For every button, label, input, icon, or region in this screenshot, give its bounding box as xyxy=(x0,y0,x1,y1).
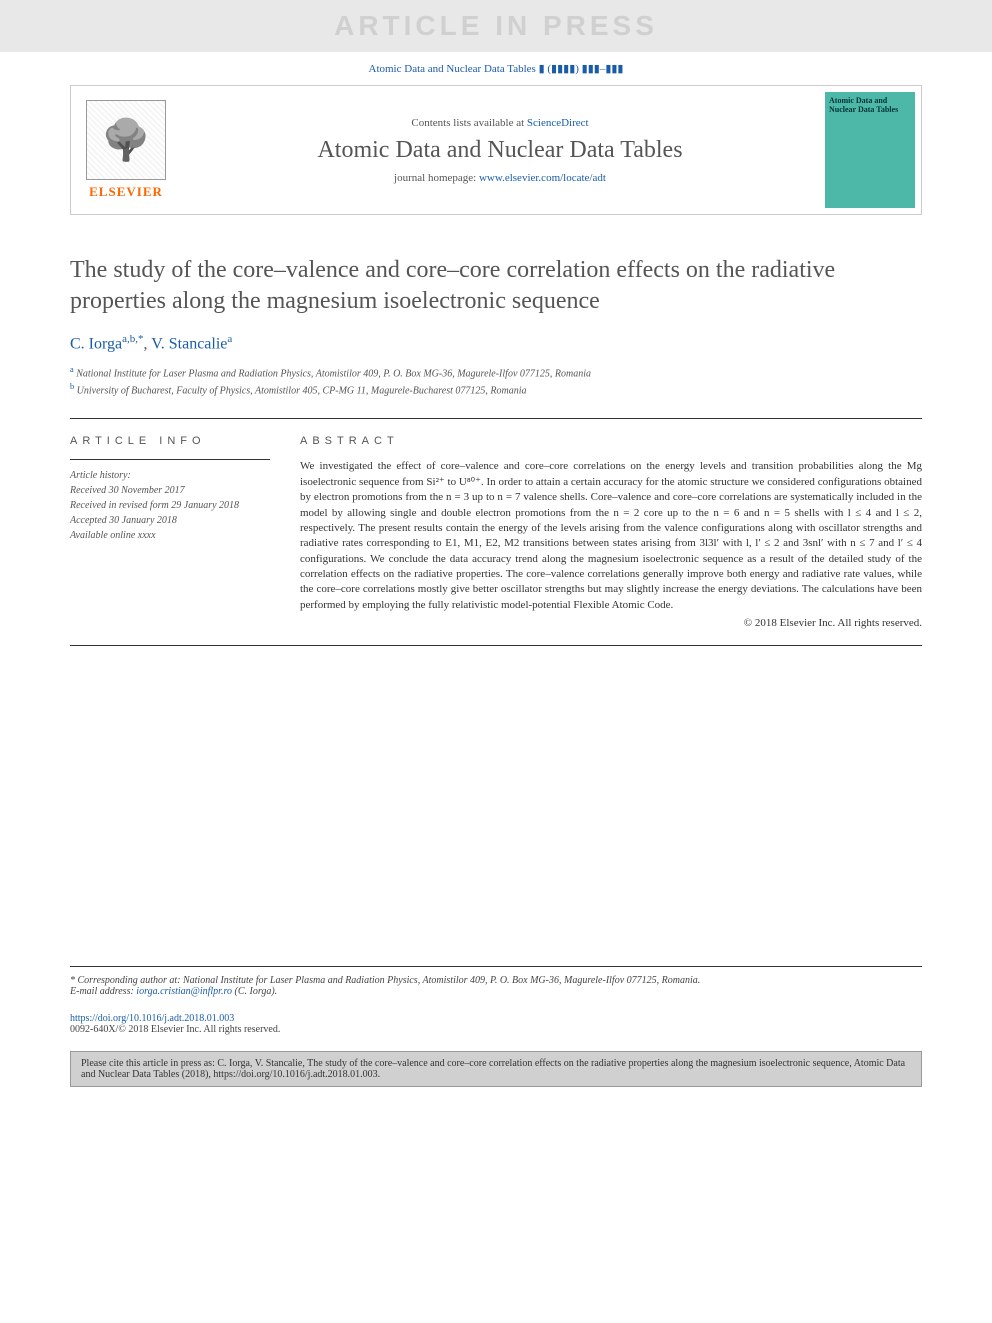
authors-line: C. Iorgaa,b,*, V. Stancaliea xyxy=(70,333,922,353)
publisher-logo-block: ELSEVIER xyxy=(71,86,181,214)
cover-title: Atomic Data and Nuclear Data Tables xyxy=(829,96,911,114)
publisher-name: ELSEVIER xyxy=(89,184,163,200)
abstract-text: We investigated the effect of core–valen… xyxy=(300,459,922,613)
abstract-copyright: © 2018 Elsevier Inc. All rights reserved… xyxy=(300,617,922,629)
author-1[interactable]: C. Iorga xyxy=(70,336,122,353)
homepage-line: journal homepage: www.elsevier.com/locat… xyxy=(181,172,819,184)
email-label: E-mail address: xyxy=(70,986,136,997)
abstract-column: ABSTRACT We investigated the effect of c… xyxy=(300,435,922,629)
sciencedirect-link[interactable]: ScienceDirect xyxy=(527,117,589,129)
author-2-sup: a xyxy=(227,333,232,345)
divider-bottom xyxy=(70,645,922,646)
header-center: Contents lists available at ScienceDirec… xyxy=(181,86,819,214)
contents-prefix: Contents lists available at xyxy=(411,117,526,129)
corresponding-author: * Corresponding author at: National Inst… xyxy=(70,975,922,986)
history-label: Article history: xyxy=(70,468,270,483)
journal-reference: Atomic Data and Nuclear Data Tables ▮ (▮… xyxy=(0,52,992,85)
article-header: The study of the core–valence and core–c… xyxy=(70,255,922,398)
info-abstract-row: ARTICLE INFO Article history: Received 3… xyxy=(70,435,922,629)
author-2[interactable]: V. Stancalie xyxy=(151,336,227,353)
article-info-column: ARTICLE INFO Article history: Received 3… xyxy=(70,435,270,629)
abstract-heading: ABSTRACT xyxy=(300,435,922,447)
divider-top xyxy=(70,418,922,419)
doi-link[interactable]: https://doi.org/10.1016/j.adt.2018.01.00… xyxy=(70,1013,234,1024)
elsevier-tree-icon xyxy=(86,100,166,180)
affil-b: University of Bucharest, Faculty of Phys… xyxy=(77,385,527,396)
journal-cover-thumbnail: Atomic Data and Nuclear Data Tables xyxy=(825,92,915,208)
contents-line: Contents lists available at ScienceDirec… xyxy=(181,117,819,129)
author-1-sup: a,b,* xyxy=(122,333,143,345)
article-info-heading: ARTICLE INFO xyxy=(70,435,270,447)
homepage-link[interactable]: www.elsevier.com/locate/adt xyxy=(479,172,606,184)
citation-box: Please cite this article in press as: C.… xyxy=(70,1051,922,1087)
journal-title: Atomic Data and Nuclear Data Tables xyxy=(181,137,819,164)
issn-line: 0092-640X/© 2018 Elsevier Inc. All right… xyxy=(70,1024,280,1035)
journal-header: ELSEVIER Contents lists available at Sci… xyxy=(70,85,922,215)
article-history: Article history: Received 30 November 20… xyxy=(70,459,270,543)
affil-b-sup: b xyxy=(70,382,74,391)
email-link[interactable]: iorga.cristian@inflpr.ro xyxy=(136,986,232,997)
history-available: Available online xxxx xyxy=(70,528,270,543)
watermark-banner: ARTICLE IN PRESS xyxy=(0,0,992,52)
doi-block: https://doi.org/10.1016/j.adt.2018.01.00… xyxy=(70,1013,922,1035)
history-received: Received 30 November 2017 xyxy=(70,483,270,498)
affil-a-sup: a xyxy=(70,365,74,374)
history-revised: Received in revised form 29 January 2018 xyxy=(70,498,270,513)
history-accepted: Accepted 30 January 2018 xyxy=(70,513,270,528)
affil-a: National Institute for Laser Plasma and … xyxy=(76,368,591,379)
email-line: E-mail address: iorga.cristian@inflpr.ro… xyxy=(70,986,922,997)
footer-notes: * Corresponding author at: National Inst… xyxy=(70,966,922,997)
homepage-prefix: journal homepage: xyxy=(394,172,479,184)
article-title: The study of the core–valence and core–c… xyxy=(70,255,922,317)
affiliations: a National Institute for Laser Plasma an… xyxy=(70,364,922,399)
email-suffix: (C. Iorga). xyxy=(232,986,277,997)
